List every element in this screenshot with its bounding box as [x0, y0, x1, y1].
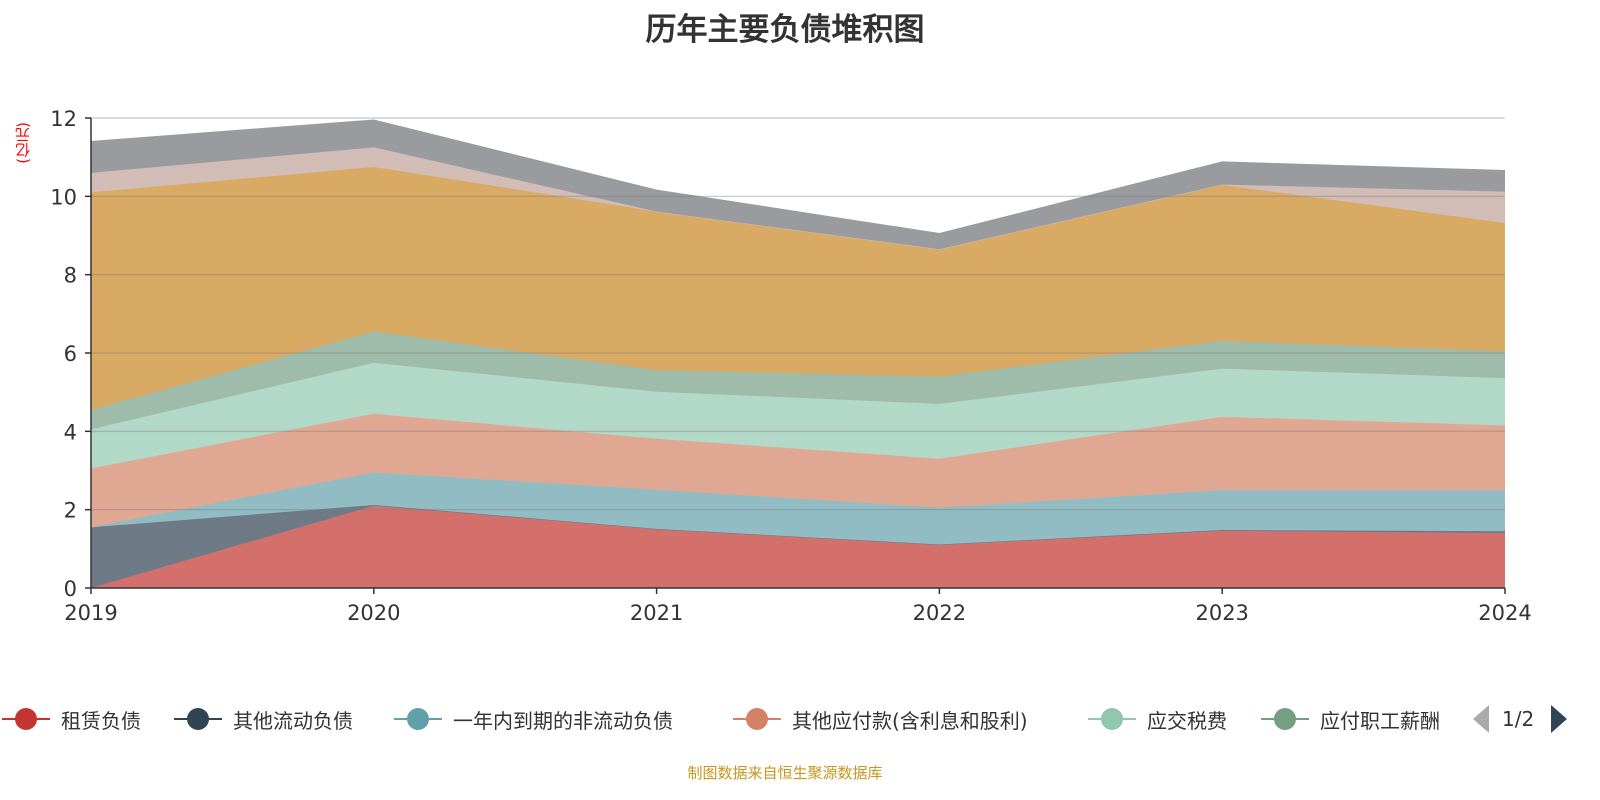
- y-tick-label: 2: [64, 499, 77, 523]
- area-series-6: [91, 166, 1505, 410]
- x-tick-label: 2023: [1195, 601, 1248, 625]
- legend-label: 应交税费: [1147, 708, 1227, 733]
- y-tick-label: 10: [50, 185, 77, 209]
- legend-marker-icon: [1088, 703, 1136, 735]
- legend-label: 应付职工薪酬: [1320, 708, 1440, 733]
- x-tick-label: 2019: [64, 601, 117, 625]
- x-tick-label: 2021: [630, 601, 683, 625]
- triangle-left-icon: [1473, 705, 1489, 733]
- legend-next-page-button[interactable]: [1550, 703, 1568, 735]
- area-series-0: [91, 505, 1505, 588]
- legend-item-1[interactable]: 其他流动负债: [174, 703, 353, 735]
- area-series-7: [91, 147, 1505, 250]
- triangle-right-icon: [1551, 705, 1567, 733]
- data-source-footer: 制图数据来自恒生聚源数据库: [687, 764, 883, 782]
- area-series-4: [91, 362, 1505, 469]
- legend-item-5[interactable]: 应付职工薪酬: [1261, 703, 1454, 735]
- legend-item-3[interactable]: 其他应付款(含利息和股利): [733, 703, 1028, 735]
- legend-marker-icon: [174, 703, 222, 735]
- chart-title: 历年主要负债堆积图: [645, 12, 925, 48]
- legend-label: 其他应付款(含利息和股利): [792, 708, 1028, 733]
- legend-item-0[interactable]: 租赁负债: [2, 703, 141, 735]
- legend: 租赁负债 其他流动负债 一年内到期的非流动负债 其他应付款(含利息和股利) 应交…: [0, 703, 1600, 735]
- area-series-5: [91, 331, 1505, 430]
- y-tick-label: 8: [64, 264, 77, 288]
- area-series-3: [91, 413, 1505, 528]
- area-series-2: [91, 472, 1505, 545]
- x-tick-label: 2020: [347, 601, 400, 625]
- legend-label: 一年内到期的非流动负债: [453, 708, 673, 733]
- legend-marker-icon: [394, 703, 442, 735]
- legend-marker-icon: [2, 703, 50, 735]
- legend-prev-page-button[interactable]: [1472, 703, 1490, 735]
- legend-item-4[interactable]: 应交税费: [1088, 703, 1227, 735]
- y-tick-label: 4: [64, 420, 77, 444]
- x-tick-label: 2022: [913, 601, 966, 625]
- y-tick-label: 6: [64, 342, 77, 366]
- x-tick-label: 2024: [1478, 601, 1531, 625]
- legend-item-2[interactable]: 一年内到期的非流动负债: [394, 703, 673, 735]
- chart-plot: 0 2 4 6 8 10 12 2019 2020 2021 2022 2023 2024: [50, 107, 1531, 625]
- area-line-series-8: [90, 119, 1506, 235]
- legend-page-indicator: 1/2: [1502, 707, 1535, 731]
- y-tick-label: 12: [50, 107, 77, 131]
- legend-label: 租赁负债: [61, 708, 141, 733]
- legend-marker-icon: [1261, 703, 1309, 735]
- area-series-8: [91, 119, 1505, 250]
- legend-marker-icon: [733, 703, 781, 735]
- legend-label: 其他流动负债: [233, 708, 353, 733]
- y-tick-label: 0: [64, 577, 77, 601]
- y-axis-unit-label: (亿元): [14, 122, 32, 164]
